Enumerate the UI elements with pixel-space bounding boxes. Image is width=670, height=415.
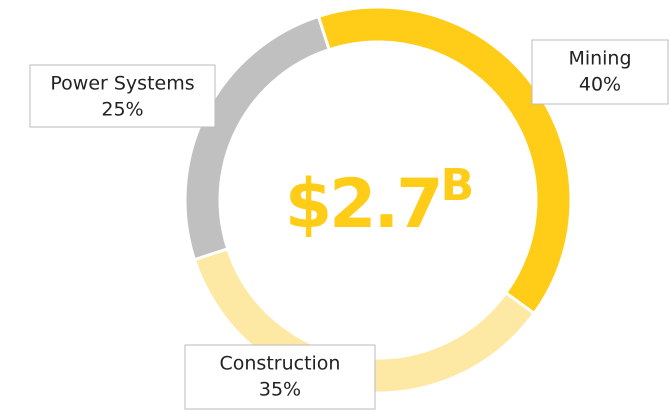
category-label: Construction	[220, 353, 341, 375]
label-box	[29, 64, 216, 128]
label-box	[184, 344, 376, 410]
value-label: 35%	[259, 379, 301, 401]
labels: Mining 40% Construction 35% Power Systems 25%	[29, 39, 669, 410]
center-sup: B	[441, 160, 472, 211]
center-label: $2.7B	[285, 160, 472, 244]
category-label: Power Systems	[50, 73, 194, 95]
center-main: $2.7	[285, 165, 441, 244]
segment	[183, 14, 332, 262]
value-label: 40%	[579, 74, 621, 96]
category-label: Mining	[568, 48, 631, 70]
value-label: 25%	[101, 99, 143, 121]
label-box	[531, 39, 669, 105]
